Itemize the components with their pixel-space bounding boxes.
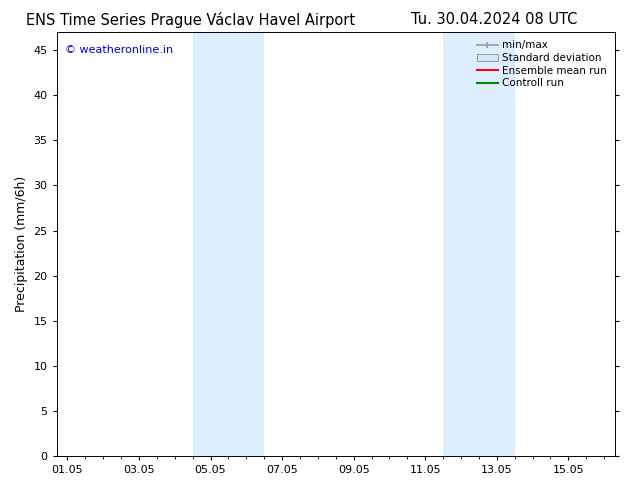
Text: © weatheronline.in: © weatheronline.in — [65, 45, 173, 55]
Bar — [443, 32, 515, 456]
Text: Tu. 30.04.2024 08 UTC: Tu. 30.04.2024 08 UTC — [411, 12, 578, 27]
Text: ENS Time Series Prague Václav Havel Airport: ENS Time Series Prague Václav Havel Airp… — [25, 12, 355, 28]
Y-axis label: Precipitation (mm/6h): Precipitation (mm/6h) — [15, 176, 28, 312]
Legend: min/max, Standard deviation, Ensemble mean run, Controll run: min/max, Standard deviation, Ensemble me… — [474, 37, 610, 92]
Bar — [193, 32, 264, 456]
